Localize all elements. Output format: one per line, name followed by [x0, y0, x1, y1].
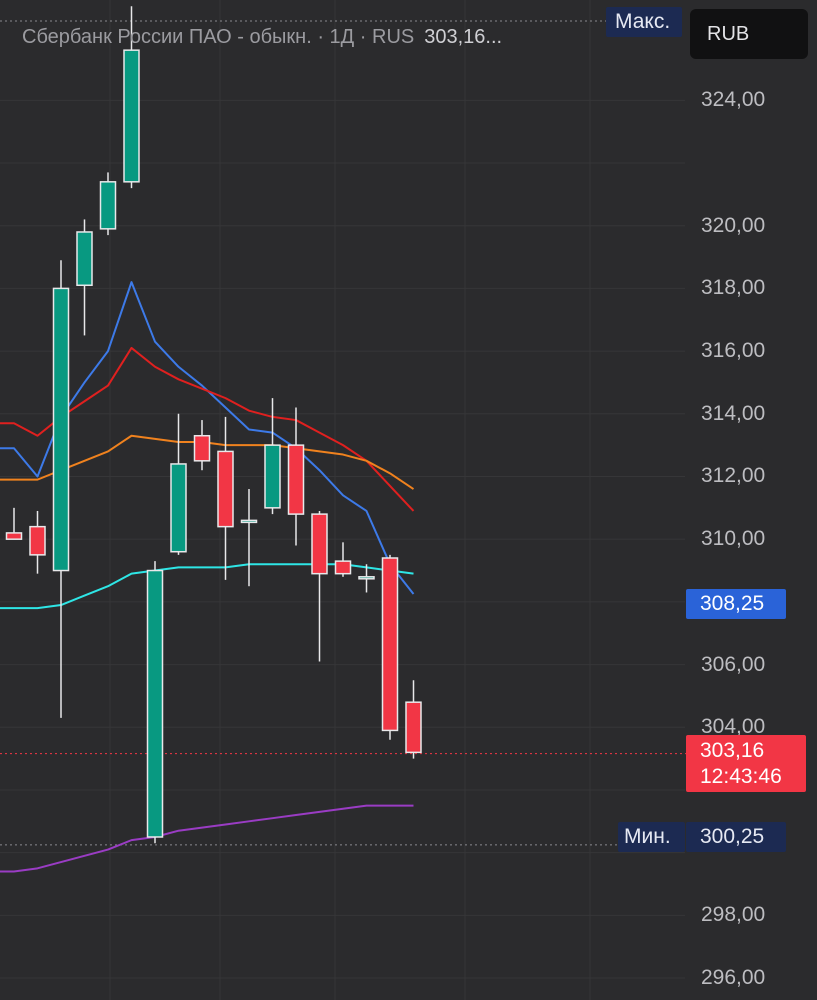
min-price-value: 300,25: [686, 822, 786, 852]
candle: [30, 511, 45, 574]
candle-body-up: [77, 232, 92, 285]
y-tick-label: 318,00: [701, 276, 765, 300]
y-tick-label: 298,00: [701, 903, 765, 927]
candle-body-up: [54, 288, 69, 570]
title-price: 303,16...: [424, 26, 502, 48]
y-tick-label: 324,00: [701, 88, 765, 112]
candle: [289, 408, 304, 546]
y-tick-label: 320,00: [701, 214, 765, 238]
candle-body-up: [148, 571, 163, 837]
min-price-label: Мин.: [618, 822, 685, 852]
chart-title: Сбербанк России ПАО - обыкн. · 1Д · RUS 3…: [22, 26, 502, 49]
candle-body-up: [101, 182, 116, 229]
candle: [171, 414, 186, 555]
candle: [148, 561, 163, 843]
candle-body-up: [359, 577, 374, 579]
candle: [77, 219, 92, 335]
candle-body-down: [218, 451, 233, 526]
candle: [7, 508, 22, 539]
candle: [54, 260, 69, 718]
candle: [195, 420, 210, 470]
symbol-title: Сбербанк России ПАО - обыкн. · 1Д · RUS: [22, 26, 414, 48]
candle-body-up: [171, 464, 186, 552]
y-tick-label: 296,00: [701, 966, 765, 990]
candle-body-down: [289, 445, 304, 514]
moving-average-price-tag: 308,25: [686, 589, 786, 619]
max-price-label: Макс.: [606, 7, 682, 37]
bar-countdown: 12:43:46: [700, 764, 806, 790]
candle: [242, 489, 257, 586]
candles: [7, 6, 422, 843]
y-tick-label: 316,00: [701, 339, 765, 363]
candle: [336, 542, 351, 576]
last-price-tag: 303,16 12:43:46: [686, 735, 806, 792]
y-tick-label: 306,00: [701, 653, 765, 677]
candle: [383, 555, 398, 740]
candle: [101, 172, 116, 235]
candle-body-up: [124, 50, 139, 182]
candle-body-up: [242, 520, 257, 522]
candle-body-down: [30, 527, 45, 555]
last-price-value: 303,16: [700, 738, 806, 764]
candle-body-up: [265, 445, 280, 508]
reference-lines: [0, 21, 686, 845]
candle-body-down: [406, 702, 421, 752]
candle: [312, 511, 327, 661]
candle-body-down: [336, 561, 351, 574]
currency-button[interactable]: RUB: [690, 9, 808, 59]
candle: [406, 680, 421, 758]
candle-body-down: [195, 436, 210, 461]
y-tick-label: 310,00: [701, 527, 765, 551]
candle-body-down: [383, 558, 398, 730]
candle-body-down: [7, 533, 22, 539]
y-tick-label: 312,00: [701, 464, 765, 488]
moving-average-line-ma_purple: [0, 806, 414, 872]
candle-body-down: [312, 514, 327, 574]
y-tick-label: 314,00: [701, 402, 765, 426]
